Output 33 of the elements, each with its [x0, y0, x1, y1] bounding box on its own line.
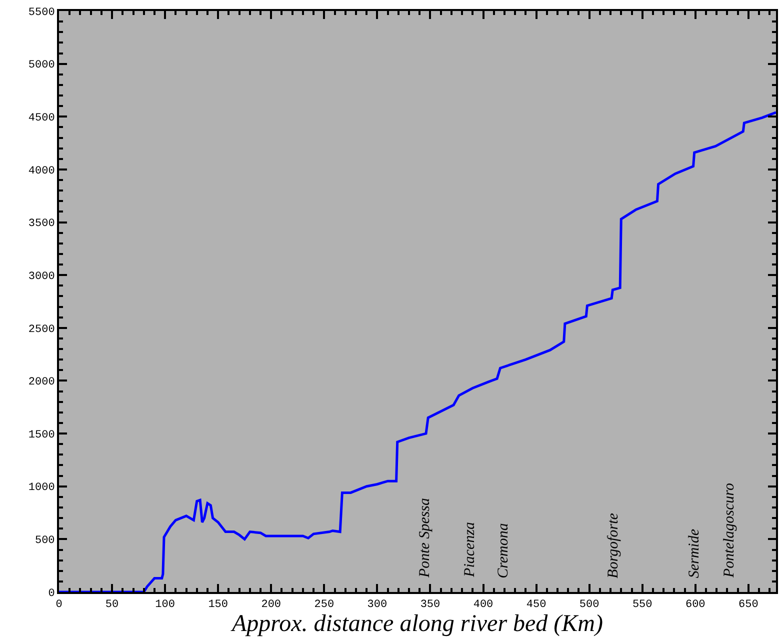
y-tick-label: 2500	[28, 324, 55, 336]
y-tick-label: 3000	[28, 270, 55, 283]
x-tick-label: 350	[420, 599, 440, 612]
y-tick-label: 5000	[28, 60, 55, 72]
y-tick-label: 1500	[28, 429, 55, 442]
x-tick-label: 250	[314, 599, 334, 612]
annotation: Piacenza	[462, 522, 478, 578]
x-tick-label: 450	[526, 599, 546, 612]
x-tick-label: 300	[367, 599, 388, 612]
x-tick-label: 50	[105, 599, 119, 612]
y-tick-label: 3500	[28, 218, 55, 230]
y-tick-label: 4500	[28, 112, 55, 124]
y-tick-label: 0	[48, 588, 55, 600]
annotation: Pontelagoscuro	[722, 482, 738, 578]
x-tick-label: 100	[155, 599, 175, 612]
y-tick-label: 500	[34, 535, 55, 548]
y-tick-label: 5500	[28, 6, 55, 19]
annotation: Borgoforte	[606, 512, 622, 578]
x-tick-label: 650	[738, 599, 758, 612]
x-tick-label: 500	[579, 599, 600, 612]
x-tick-label: 600	[685, 599, 706, 612]
annotation: Sermide	[686, 528, 702, 578]
y-tick-label: 1000	[28, 482, 55, 494]
x-tick-label: 550	[632, 599, 652, 612]
y-tick-label: 2000	[28, 376, 55, 389]
x-tick-label: 400	[473, 599, 494, 612]
line-series	[59, 111, 776, 592]
y-tick-label: 4000	[28, 165, 55, 178]
x-axis-title: Approx. distance along river bed (Km)	[230, 611, 604, 638]
x-tick-label: 150	[208, 599, 228, 612]
x-tick-label: 200	[261, 599, 282, 612]
annotation: Cremona	[496, 523, 512, 578]
annotation: Ponte Spessa	[416, 498, 433, 579]
